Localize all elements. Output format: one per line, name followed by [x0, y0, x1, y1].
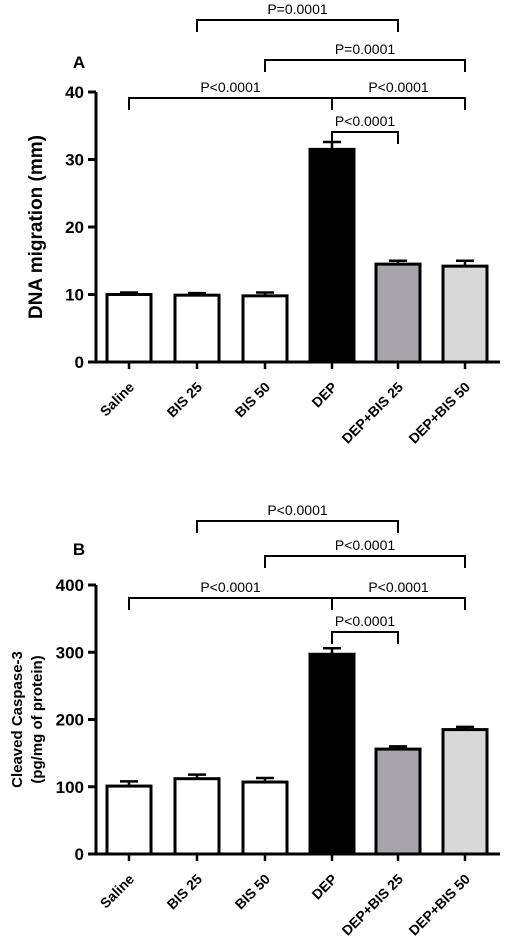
significance-bracket — [196, 19, 399, 32]
bar — [374, 747, 422, 856]
y-tick-label: 10 — [65, 286, 84, 305]
y-axis-title: DNA migration (mm) — [26, 135, 47, 319]
bar — [173, 777, 221, 856]
bar — [241, 780, 289, 856]
x-tick-label: Saline — [97, 871, 138, 912]
significance-label: P<0.0001 — [200, 79, 261, 95]
x-tick-label: DEP — [308, 871, 340, 903]
x-tick-label: DEP — [308, 379, 340, 411]
significance-label: P<0.0001 — [335, 113, 396, 129]
panel-label: B — [73, 540, 85, 559]
significance-label: P<0.0001 — [200, 579, 261, 595]
significance-label: P<0.0001 — [335, 613, 396, 629]
y-axis-title-line: (pg/mg of protein) — [29, 655, 46, 783]
y-tick-label: 40 — [65, 83, 84, 102]
significance-bracket — [331, 97, 466, 110]
x-tick-label: Saline — [97, 379, 138, 420]
y-axis-title-line: DNA migration (mm) — [26, 135, 47, 319]
significance-label: P<0.0001 — [368, 579, 429, 595]
x-tick-label: BIS 25 — [164, 871, 206, 913]
y-tick-label: 20 — [65, 218, 84, 237]
significance-bracket — [264, 555, 466, 568]
significance-label: P=0.0001 — [267, 1, 328, 17]
bar — [441, 728, 489, 856]
x-tick-label: DEP+BIS 25 — [338, 379, 406, 447]
y-tick-label: 30 — [65, 151, 84, 170]
significance-bracket — [264, 59, 466, 72]
y-tick-label: 0 — [75, 845, 84, 864]
bar — [241, 294, 289, 364]
x-tick-label: BIS 50 — [232, 871, 274, 913]
significance-label: P<0.0001 — [335, 537, 396, 553]
significance-bracket — [331, 631, 399, 644]
significance-label: P<0.0001 — [267, 502, 328, 518]
significance-label: P=0.0001 — [335, 41, 396, 57]
significance-label: P<0.0001 — [368, 79, 429, 95]
significance-bracket — [331, 597, 466, 610]
bar — [308, 147, 356, 364]
chart-panel-b: B Cleaved Caspase-3 (pg/mg of protein) 0 100… — [9, 502, 500, 939]
y-axis-title-line: Cleaved Caspase-3 — [9, 651, 26, 788]
y-tick-label: 0 — [75, 353, 84, 372]
bar — [441, 264, 489, 364]
bar — [173, 293, 221, 364]
chart-panel-a: A DNA migration (mm) 0 10 20 30 40 Saline BIS 25… — [26, 1, 500, 447]
y-tick-label: 100 — [56, 778, 84, 797]
significance-bracket — [128, 597, 333, 610]
bar — [374, 262, 422, 364]
y-tick-label: 400 — [56, 576, 84, 595]
significance-bracket — [128, 97, 333, 110]
x-tick-label: BIS 25 — [164, 379, 206, 421]
x-tick-label: DEP+BIS 50 — [405, 871, 473, 939]
x-tick-label: BIS 50 — [232, 379, 274, 421]
x-tick-label: DEP+BIS 25 — [338, 871, 406, 939]
panel-label: A — [73, 53, 85, 72]
y-axis-title: Cleaved Caspase-3 (pg/mg of protein) — [9, 651, 46, 788]
significance-bracket — [331, 131, 399, 144]
significance-bracket — [196, 520, 399, 533]
y-tick-label: 300 — [56, 643, 84, 662]
bar — [105, 293, 153, 364]
x-tick-label: DEP+BIS 50 — [405, 379, 473, 447]
bar — [308, 652, 356, 856]
y-tick-label: 200 — [56, 711, 84, 730]
bar — [105, 784, 153, 856]
